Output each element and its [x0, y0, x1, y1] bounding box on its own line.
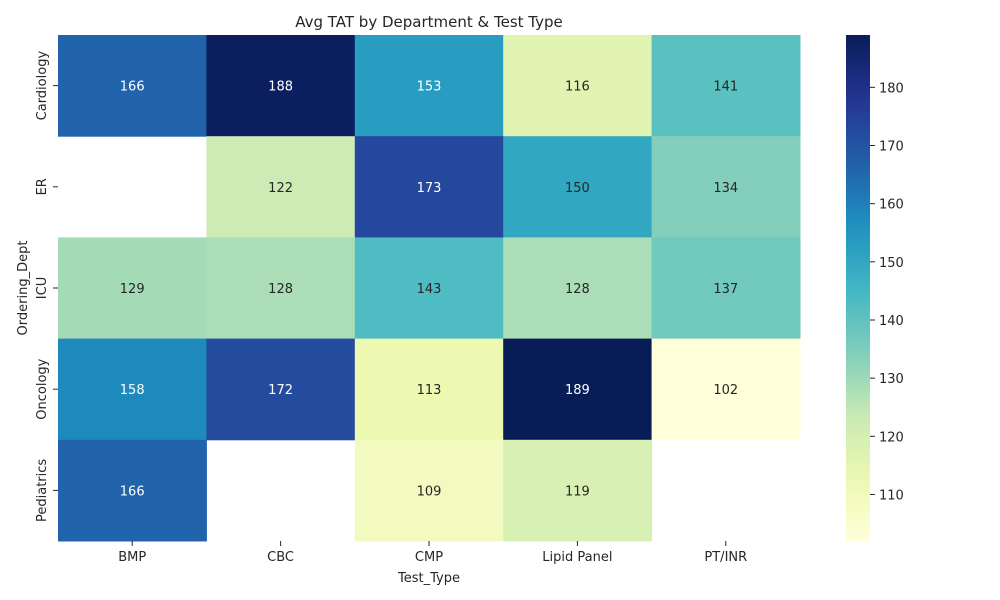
heatmap-cell [651, 338, 801, 441]
colorbar-ticks: 110 120 130 140 150 160 170 180 [870, 81, 904, 503]
heatmap-cell [58, 338, 207, 441]
cell-value-label: 122 [268, 181, 293, 196]
x-axis-label: Test_Type [397, 571, 460, 586]
cell-value-label: 137 [713, 282, 738, 297]
heatmap-cell [503, 136, 653, 238]
x-axis: BMP CBC CMP Lipid Panel PT/INR [118, 541, 747, 565]
x-tick-label: BMP [118, 550, 146, 565]
heatmap-cell [651, 136, 801, 238]
heatmap-cell [354, 338, 504, 441]
x-tick-label: Lipid Panel [542, 550, 612, 565]
heatmap-cell [354, 35, 504, 137]
y-tick-label: Cardiology [35, 51, 50, 121]
cell-value-label: 141 [713, 80, 738, 95]
y-tick-label: ER [35, 178, 50, 195]
cell-value-label: 188 [268, 80, 293, 95]
cell-value-label: 113 [417, 383, 442, 398]
cell-value-label: 143 [417, 282, 442, 297]
heatmap-cell [58, 237, 207, 340]
cell-value-label: 129 [120, 282, 145, 297]
cell-value-label: 172 [268, 383, 293, 398]
cell-value-label: 128 [565, 282, 590, 297]
y-axis-label: Ordering_Dept [16, 241, 31, 336]
heatmap-cell [58, 439, 207, 542]
colorbar-tick-label: 110 [879, 488, 904, 503]
cell-value-label: 158 [120, 383, 145, 398]
colorbar-tick-label: 170 [879, 140, 904, 155]
cell-value-label: 166 [120, 80, 145, 95]
heatmap-cell [651, 35, 801, 137]
colorbar-tick-label: 120 [879, 430, 904, 445]
cell-value-label: 134 [713, 181, 738, 196]
cell-value-label: 189 [565, 383, 590, 398]
x-tick-label: PT/INR [704, 550, 747, 565]
colorbar-tick-label: 150 [879, 256, 904, 271]
heatmap-cell [206, 136, 356, 238]
y-tick-label: Pediatrics [35, 459, 50, 522]
heatmap-cells: 166 188 153 116 141 122 173 150 134 129 128 143 128 1… [58, 35, 801, 542]
colorbar-tick-label: 140 [879, 314, 904, 329]
cell-value-label: 173 [417, 181, 442, 196]
cell-value-label: 166 [120, 484, 145, 499]
heatmap-cell [503, 35, 653, 137]
heatmap-cell [206, 35, 356, 137]
heatmap-cell [651, 237, 801, 340]
cell-value-label: 109 [417, 484, 442, 499]
heatmap-cell [206, 338, 356, 441]
y-axis: Cardiology ER ICU Oncology Pediatrics [35, 51, 58, 522]
heatmap-cell [503, 439, 653, 542]
cell-value-label: 102 [713, 383, 738, 398]
cell-value-label: 116 [565, 80, 590, 95]
cell-value-label: 153 [417, 80, 442, 95]
cell-value-label: 150 [565, 181, 590, 196]
heatmap-cell [503, 237, 653, 340]
cell-value-label: 128 [268, 282, 293, 297]
x-tick-label: CBC [267, 550, 294, 565]
heatmap-cell [206, 237, 356, 340]
heatmap-cell [58, 35, 207, 137]
colorbar [846, 35, 870, 541]
heatmap-cell [354, 439, 504, 542]
colorbar-tick-label: 130 [879, 372, 904, 387]
heatmap-cell [503, 338, 653, 441]
cell-value-label: 119 [565, 484, 590, 499]
y-tick-label: ICU [35, 277, 50, 299]
heatmap-cell [354, 136, 504, 238]
chart-title: Avg TAT by Department & Test Type [295, 13, 563, 31]
colorbar-tick-label: 160 [879, 198, 904, 213]
y-tick-label: Oncology [35, 358, 50, 419]
heatmap-cell [354, 237, 504, 340]
colorbar-tick-label: 180 [879, 81, 904, 96]
x-tick-label: CMP [415, 550, 443, 565]
